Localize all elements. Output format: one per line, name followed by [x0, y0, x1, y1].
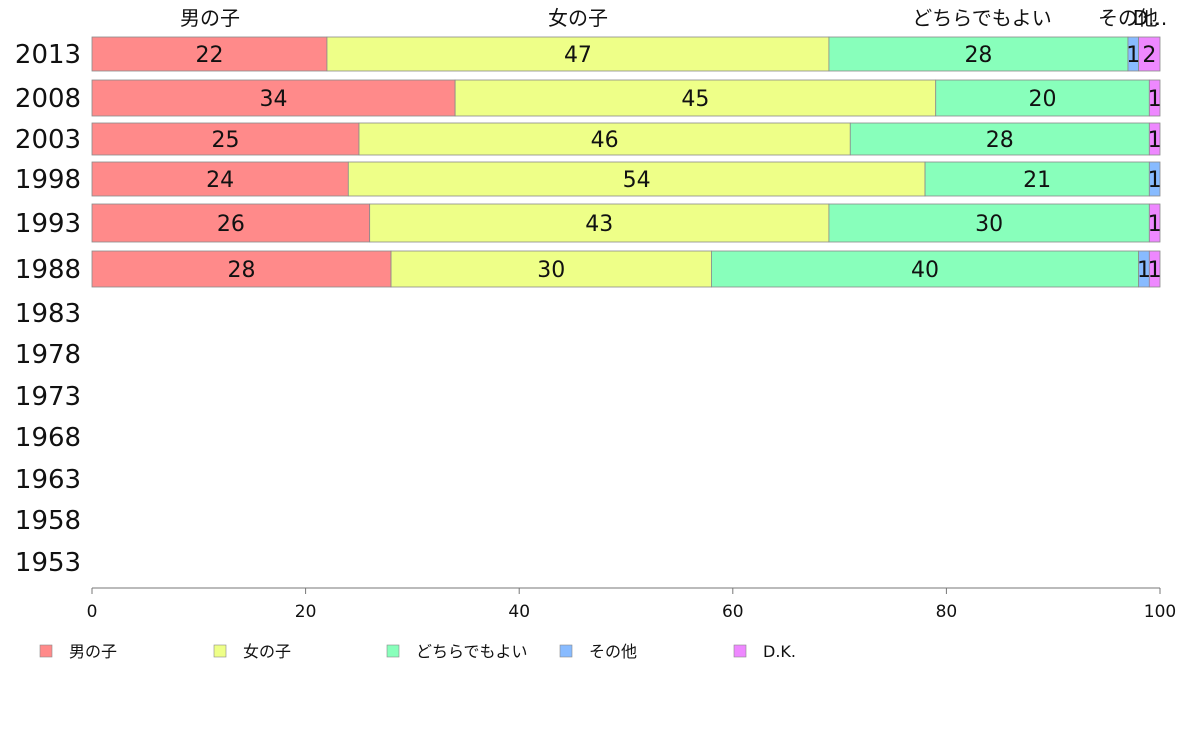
year-label-1983: 1983: [15, 299, 81, 329]
year-label-1963: 1963: [15, 465, 81, 495]
bar-label-1988-0: 28: [228, 258, 256, 283]
bar-label-1993-0: 26: [217, 212, 245, 237]
x-axis: 0 20 40 60 80 100: [87, 587, 1176, 622]
bar-2008-2: [935, 79, 1150, 117]
bar-label-2003-2: 28: [986, 128, 1014, 153]
year-label-1973: 1973: [15, 382, 81, 412]
bar-label-1998-2: 21: [1023, 168, 1051, 193]
bar-1988-0: [91, 250, 392, 288]
bar-2008-4: [1148, 79, 1161, 117]
bar-2008-1: [454, 79, 937, 117]
bar-label-2003-4: 1: [1148, 128, 1162, 153]
year-label-1998: 1998: [15, 165, 81, 195]
legend-swatch-3: [559, 644, 573, 658]
x-tick-label-100: 100: [1144, 602, 1176, 622]
bar-1988-2: [711, 250, 1140, 288]
bar-label-2008-2: 20: [1029, 87, 1057, 112]
year-labels: 2013 2008 2003 1998 1993 1988 1983 1978 1973 1968…: [15, 40, 81, 578]
bar-2013-2: [828, 36, 1129, 72]
year-label-2003: 2003: [15, 125, 81, 155]
header-label-0: 男の子: [180, 6, 240, 30]
bar-label-1993-1: 43: [585, 212, 613, 237]
x-tick-label-80: 80: [936, 602, 958, 622]
x-tick-label-20: 20: [295, 602, 317, 622]
bar-1998-3: [1148, 161, 1161, 197]
bar-1993-1: [369, 203, 830, 243]
bar-label-2008-0: 34: [260, 87, 288, 112]
bar-2013-4: [1138, 36, 1161, 72]
category-header-labels: 男の子 女の子 どちらでもよい その他D...: [180, 6, 1167, 30]
year-label-1958: 1958: [15, 506, 81, 536]
bar-label-2013-0: 22: [195, 43, 223, 68]
year-label-1978: 1978: [15, 340, 81, 370]
bar-label-2013-3: 1: [1126, 43, 1140, 68]
year-label-1988: 1988: [15, 255, 81, 285]
bar-label-2008-1: 45: [681, 87, 709, 112]
bar-label-2013-1: 47: [564, 43, 592, 68]
year-label-2008: 2008: [15, 84, 81, 114]
year-label-2013: 2013: [15, 40, 81, 70]
bar-1998-2: [924, 161, 1150, 197]
bar-1988-4: [1148, 250, 1161, 288]
legend: 男の子 女の子 どちらでもよい その他 D.K.: [39, 642, 796, 661]
bar-label-2008-4: 1: [1148, 87, 1162, 112]
year-label-1953: 1953: [15, 548, 81, 578]
bar-label-1988-4: 1: [1148, 258, 1162, 283]
header-label-1: 女の子: [548, 6, 608, 30]
bar-2008-0: [91, 79, 456, 117]
x-tick-label-60: 60: [722, 602, 744, 622]
legend-label-0: 男の子: [69, 642, 117, 661]
bar-label-1998-3: 1: [1148, 168, 1162, 193]
header-label-3: その他: [1098, 6, 1158, 30]
bar-2003-4: [1148, 122, 1161, 156]
legend-swatch-2: [386, 644, 400, 658]
bar-label-2003-1: 46: [591, 128, 619, 153]
legend-label-2: どちらでもよい: [416, 642, 528, 661]
bar-label-1988-1: 30: [537, 258, 565, 283]
year-label-1968: 1968: [15, 423, 81, 453]
legend-label-4: D.K.: [763, 642, 796, 661]
x-tick-label-40: 40: [508, 602, 530, 622]
year-label-1993: 1993: [15, 209, 81, 239]
bar-label-2003-0: 25: [212, 128, 240, 153]
legend-label-3: その他: [589, 642, 637, 661]
bar-2003-2: [849, 122, 1150, 156]
bar-label-1993-2: 30: [975, 212, 1003, 237]
bar-2013-0: [91, 36, 328, 72]
legend-swatch-4: [733, 644, 747, 658]
bar-label-1993-4: 1: [1148, 212, 1162, 237]
bar-label-2013-4: 2: [1142, 43, 1156, 68]
bar-label-1988-2: 40: [911, 258, 939, 283]
legend-label-1: 女の子: [243, 642, 291, 661]
bars-group: 22 47 28 1 234 45 20 125 46 28 124 54 21 126 43 30 128 30…: [91, 36, 1162, 288]
header-label-2: どちらでもよい: [912, 6, 1051, 30]
bar-label-2013-2: 28: [964, 43, 992, 68]
bar-1988-1: [390, 250, 712, 288]
bar-label-1998-1: 54: [623, 168, 651, 193]
bar-label-1998-0: 24: [206, 168, 234, 193]
bar-1998-1: [347, 161, 926, 197]
bar-1998-0: [91, 161, 349, 197]
bar-2013-1: [326, 36, 830, 72]
bar-label-1988-3: 1: [1137, 258, 1151, 283]
legend-swatch-0: [39, 644, 53, 658]
header-label-4: D...: [1133, 6, 1167, 30]
bar-1993-4: [1148, 203, 1161, 243]
legend-swatch-1: [213, 644, 227, 658]
bar-2003-1: [358, 122, 851, 156]
x-tick-label-0: 0: [87, 602, 98, 622]
